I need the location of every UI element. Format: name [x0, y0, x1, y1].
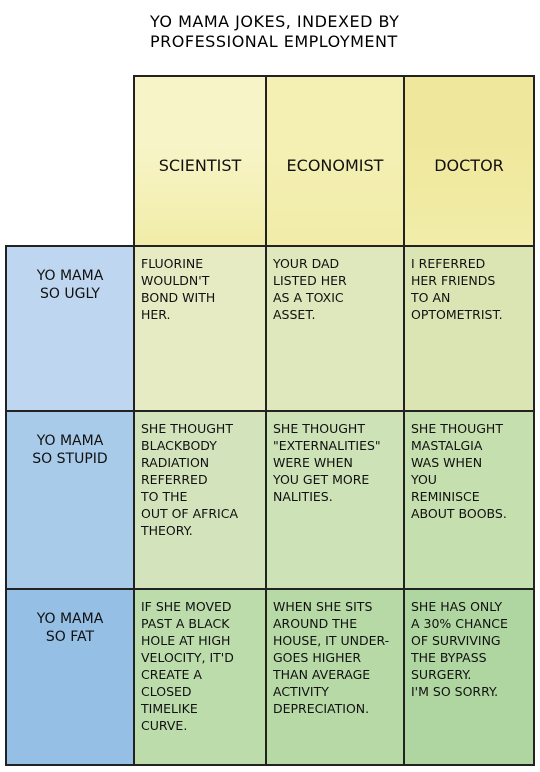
text-line: GOES HIGHER	[273, 650, 362, 665]
cell: SHE THOUGHT BLACKBODY RADIATION REFERRED TO …	[133, 410, 267, 590]
text-line: SHE HAS ONLY	[411, 599, 503, 614]
text-line: WHEN SHE SITS	[273, 599, 373, 614]
text-line: REMINISCE	[411, 489, 480, 504]
text-line: ACTIVITY	[273, 684, 329, 699]
text-line: THE BYPASS	[411, 650, 487, 665]
text-line: HER FRIENDS	[411, 273, 496, 288]
column-label: SCIENTIST	[158, 155, 242, 175]
text-line: THEORY.	[141, 523, 193, 538]
text-line: VELOCITY, IT'D	[141, 650, 234, 665]
text-line: IF SHE MOVED	[141, 599, 232, 614]
title: YO MAMA JOKES, INDEXED BY PROFESSIONAL EM…	[150, 12, 399, 52]
text-line: YOU GET MORE	[273, 472, 370, 487]
text-line: BOND WITH	[141, 290, 216, 305]
text-line: YO MAMA	[36, 433, 104, 449]
text-line: SHE THOUGHT	[411, 421, 503, 436]
text-line: YO MAMA JOKES, INDEXED BY	[150, 12, 400, 31]
text-line: YO MAMA	[36, 268, 104, 284]
cell: I REFERRED HER FRIENDS TO AN OPTOMETRIST.	[403, 245, 535, 412]
text-line: SO UGLY	[40, 286, 100, 302]
cell: SHE HAS ONLY A 30% CHANCE OF SURVIVING THE …	[403, 588, 535, 766]
text-line: TO AN	[411, 290, 451, 305]
text-line: TIMELIKE	[141, 701, 198, 716]
text-line: YOU	[411, 472, 437, 487]
column-label: DOCTOR	[434, 155, 504, 175]
text-line: SHE THOUGHT	[273, 421, 365, 436]
cell: YOUR DAD LISTED HER AS A TOXIC ASSET.	[265, 245, 405, 412]
text-line: SO STUPID	[32, 451, 108, 467]
text-line: HOLE AT HIGH	[141, 633, 231, 648]
cell: FLUORINE WOULDN'T BOND WITH HER.	[133, 245, 267, 412]
text-line: I REFERRED	[411, 256, 486, 271]
text-line: OUT OF AFRICA	[141, 506, 238, 521]
cell: WHEN SHE SITS AROUND THE HOUSE, IT UNDER- G…	[265, 588, 405, 766]
text-line: YO MAMA	[36, 611, 104, 627]
text-line: PAST A BLACK	[141, 616, 230, 631]
text-line: I'M SO SORRY.	[411, 684, 499, 699]
cell: SHE THOUGHT "EXTERNALITIES" WERE WHEN YOU G…	[265, 410, 405, 590]
text-line: RADIATION	[141, 455, 210, 470]
row-header: YO MAMA SO STUPID	[5, 410, 135, 590]
text-line: PROFESSIONAL EMPLOYMENT	[150, 32, 398, 51]
text-line: ABOUT BOOBS.	[411, 506, 507, 521]
text-line: LISTED HER	[273, 273, 347, 288]
text-line: CREATE A	[141, 667, 202, 682]
cell: IF SHE MOVED PAST A BLACK HOLE AT HIGH VELO…	[133, 588, 267, 766]
text-line: FLUORINE	[141, 256, 204, 271]
column-header: DOCTOR	[403, 75, 535, 247]
text-line: "EXTERNALITIES"	[273, 438, 381, 453]
text-line: ASSET.	[273, 307, 316, 322]
text-line: OPTOMETRIST.	[411, 307, 503, 322]
text-line: BLACKBODY	[141, 438, 217, 453]
text-line: YOUR DAD	[273, 256, 340, 271]
cell: SHE THOUGHT MASTALGIA WAS WHEN YOU REMINISCE…	[403, 410, 535, 590]
row-header: YO MAMA SO UGLY	[5, 245, 135, 412]
row-header: YO MAMA SO FAT	[5, 588, 135, 766]
text-line: HER.	[141, 307, 171, 322]
text-line: CLOSED	[141, 684, 192, 699]
text-line: OF SURVIVING	[411, 633, 501, 648]
text-line: SO FAT	[45, 629, 95, 645]
text-line: MASTALGIA	[411, 438, 483, 453]
text-line: SHE THOUGHT	[141, 421, 233, 436]
text-line: WOULDN'T	[141, 273, 210, 288]
text-line: AROUND THE	[273, 616, 358, 631]
text-line: A 30% CHANCE	[411, 616, 508, 631]
column-header: SCIENTIST	[133, 75, 267, 247]
text-line: WAS WHEN	[411, 455, 483, 470]
text-line: NALITIES.	[273, 489, 333, 504]
text-line: DEPRECIATION.	[273, 701, 370, 716]
text-line: THAN AVERAGE	[273, 667, 371, 682]
text-line: CURVE.	[141, 718, 188, 733]
column-label: ECONOMIST	[286, 155, 384, 175]
text-line: REFERRED	[141, 472, 208, 487]
text-line: SURGERY.	[411, 667, 472, 682]
text-line: TO THE	[141, 489, 188, 504]
text-line: WERE WHEN	[273, 455, 353, 470]
column-header: ECONOMIST	[265, 75, 405, 247]
text-line: HOUSE, IT UNDER-	[273, 633, 390, 648]
text-line: AS A TOXIC	[273, 290, 344, 305]
